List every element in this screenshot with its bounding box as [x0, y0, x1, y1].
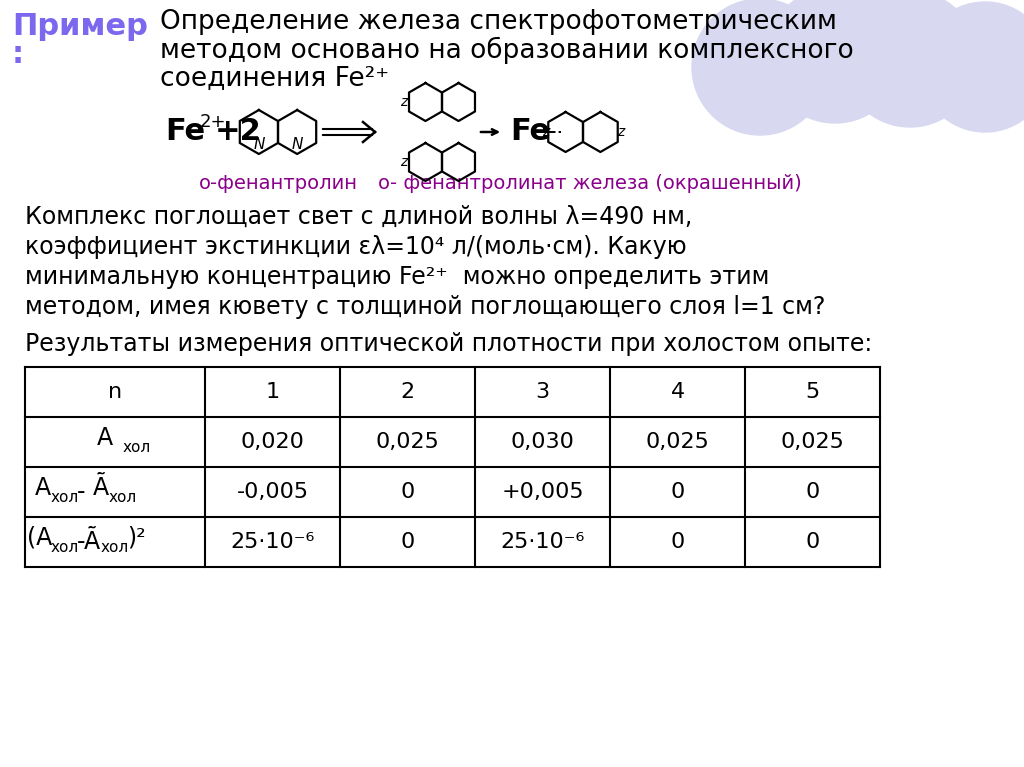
Text: Результаты измерения оптической плотности при холостом опыте:: Результаты измерения оптической плотност… [25, 332, 872, 356]
Text: 25·10⁻⁶: 25·10⁻⁶ [230, 532, 314, 552]
Text: 0: 0 [805, 532, 819, 552]
Text: z: z [617, 125, 625, 139]
Circle shape [692, 0, 828, 135]
Text: А: А [35, 476, 51, 500]
Text: -Ã: -Ã [77, 530, 101, 554]
Text: Комплекс поглощает свет с длиной волны λ=490 нм,: Комплекс поглощает свет с длиной волны λ… [25, 205, 692, 229]
Text: методом основано на образовании комплексного: методом основано на образовании комплекс… [160, 37, 854, 64]
Text: 0,025: 0,025 [645, 432, 710, 452]
Text: А: А [97, 426, 113, 450]
Text: N: N [253, 137, 264, 152]
Text: Fe: Fe [165, 117, 205, 146]
Text: 0,025: 0,025 [376, 432, 439, 452]
Text: 2+: 2+ [200, 113, 226, 131]
Text: 0: 0 [805, 482, 819, 502]
Text: 1: 1 [265, 382, 280, 402]
Text: Ã: Ã [93, 476, 110, 500]
Text: 0,030: 0,030 [511, 432, 574, 452]
Text: 4: 4 [671, 382, 685, 402]
Text: 25·10⁻⁶: 25·10⁻⁶ [501, 532, 585, 552]
Text: -0,005: -0,005 [237, 482, 308, 502]
Text: Пример: Пример [12, 12, 147, 41]
Text: Определение железа спектрофотометрическим: Определение железа спектрофотометрически… [160, 9, 837, 35]
Text: 2: 2 [400, 382, 415, 402]
Text: 3: 3 [536, 382, 550, 402]
Text: минимальную концентрацию Fe²⁺  можно определить этим: минимальную концентрацию Fe²⁺ можно опре… [25, 265, 769, 289]
Text: Fe: Fe [510, 117, 550, 146]
Text: z: z [400, 95, 408, 109]
Text: 5: 5 [805, 382, 819, 402]
Text: )²: )² [127, 526, 145, 550]
Text: хол: хол [51, 491, 79, 505]
Text: соединения Fe²⁺: соединения Fe²⁺ [160, 65, 389, 91]
Text: коэффициент экстинкции ελ=10⁴ л/(моль·см). Какую: коэффициент экстинкции ελ=10⁴ л/(моль·см… [25, 235, 687, 259]
Text: 0: 0 [400, 532, 415, 552]
Text: +0,005: +0,005 [501, 482, 584, 502]
Text: 0: 0 [400, 482, 415, 502]
Circle shape [920, 2, 1024, 132]
Circle shape [767, 0, 903, 123]
Text: 0: 0 [671, 532, 685, 552]
Text: о-фенантролин: о-фенантролин [199, 174, 357, 193]
Text: +2: +2 [215, 117, 262, 146]
Text: 0: 0 [671, 482, 685, 502]
Text: о- фенантролинат железа (окрашенный): о- фенантролинат железа (окрашенный) [378, 174, 802, 193]
Text: N: N [292, 137, 303, 152]
Text: хол: хол [51, 541, 79, 555]
Text: z: z [542, 125, 549, 139]
Text: -: - [77, 480, 85, 504]
Text: хол: хол [101, 541, 129, 555]
Text: (А: (А [27, 526, 52, 550]
Circle shape [842, 0, 978, 127]
Text: методом, имея кювету с толщиной поглощающего слоя l=1 см?: методом, имея кювету с толщиной поглощаю… [25, 295, 825, 319]
Text: хол: хол [123, 440, 152, 456]
Text: n: n [108, 382, 122, 402]
Text: 0,020: 0,020 [241, 432, 304, 452]
Text: :: : [12, 40, 25, 69]
Text: хол: хол [109, 491, 137, 505]
Text: z: z [400, 155, 408, 169]
Text: 0,025: 0,025 [780, 432, 845, 452]
